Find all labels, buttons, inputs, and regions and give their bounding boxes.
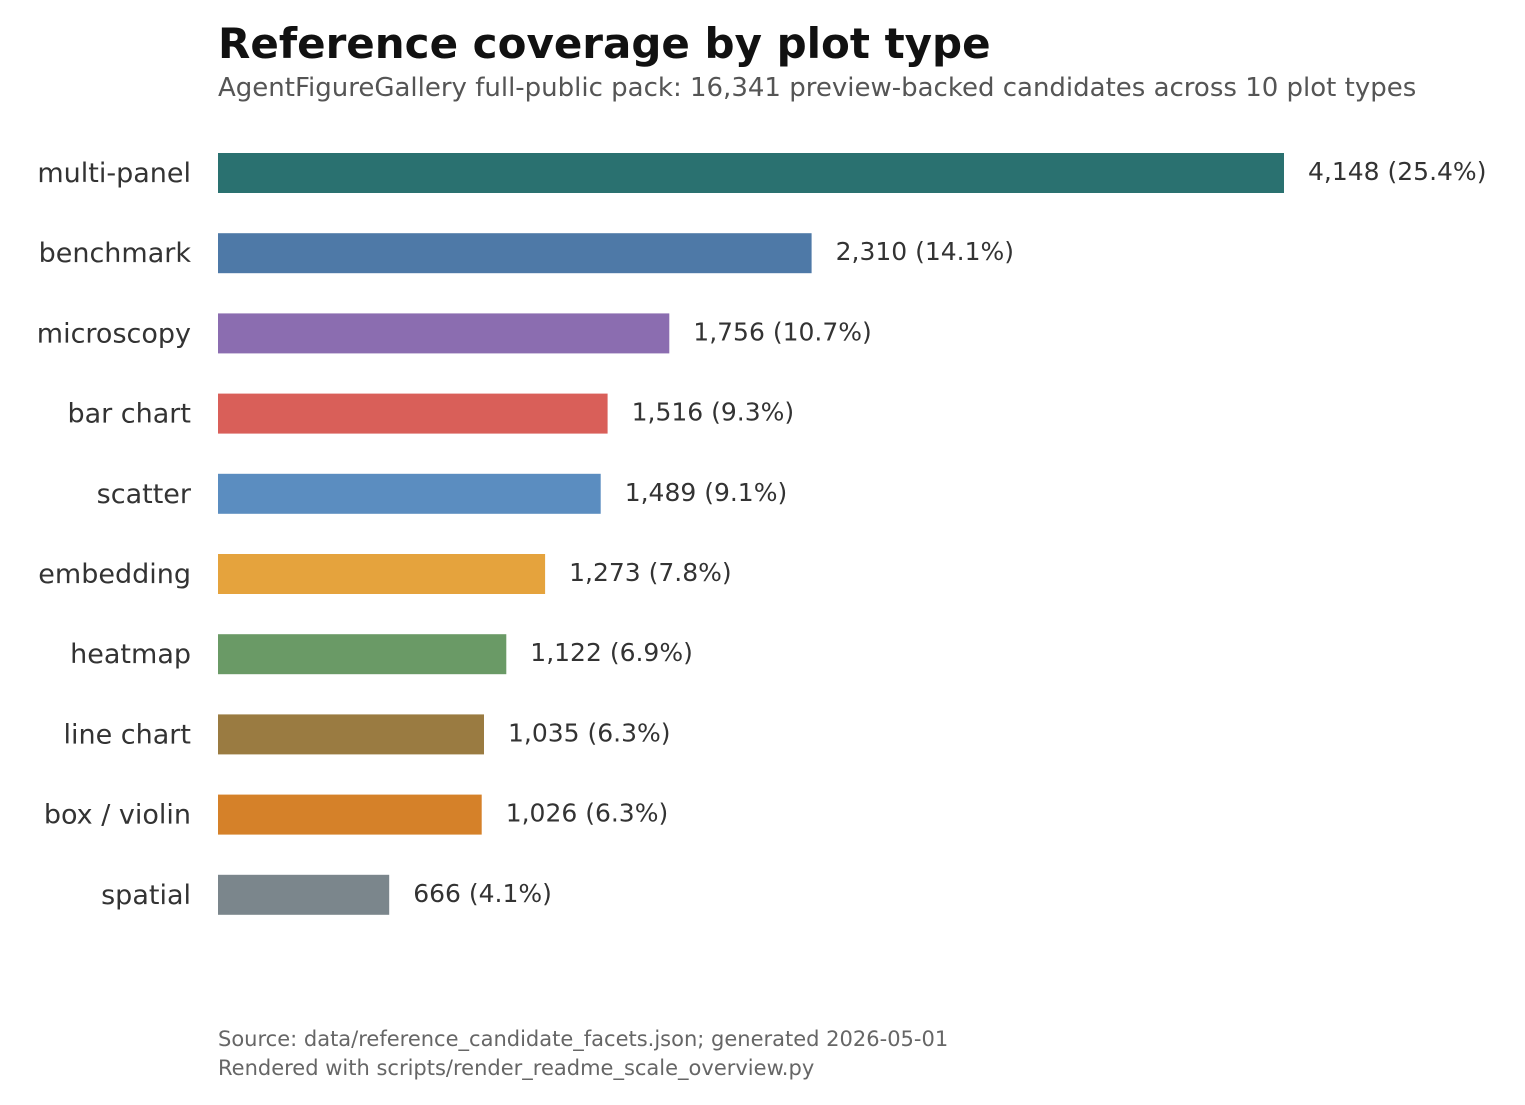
category-label-bar-chart: bar chart (67, 399, 191, 430)
chart-subtitle: AgentFigureGallery full-public pack: 16,… (218, 73, 1417, 103)
category-label-multi-panel: multi-panel (37, 158, 191, 189)
bar-box-violin (218, 794, 482, 835)
bar-bar-chart (218, 393, 608, 434)
bar-embedding (218, 554, 546, 594)
render-note: Rendered with scripts/render_readme_scal… (218, 1056, 815, 1080)
bar-scatter (218, 473, 601, 514)
value-label-heatmap: 1,122 (6.9%) (530, 638, 693, 667)
bar-microscopy (218, 313, 670, 354)
value-label-spatial: 666 (4.1%) (413, 879, 552, 908)
value-label-scatter: 1,489 (9.1%) (625, 478, 788, 507)
value-label-line-chart: 1,035 (6.3%) (508, 718, 671, 747)
bar-line-chart (218, 714, 484, 755)
value-label-embedding: 1,273 (7.8%) (569, 558, 732, 587)
value-label-benchmark: 2,310 (14.1%) (836, 237, 1014, 266)
value-label-box-violin: 1,026 (6.3%) (506, 799, 669, 828)
bar-heatmap (218, 634, 507, 675)
bar-spatial (218, 874, 390, 915)
category-label-embedding: embedding (38, 559, 191, 590)
bar-benchmark (218, 233, 812, 274)
category-label-spatial: spatial (101, 880, 191, 911)
value-label-bar-chart: 1,516 (9.3%) (632, 398, 795, 427)
category-label-benchmark: benchmark (39, 238, 192, 269)
category-label-line-chart: line chart (64, 719, 192, 750)
category-label-heatmap: heatmap (70, 639, 191, 670)
value-label-microscopy: 1,756 (10.7%) (693, 317, 871, 346)
category-label-scatter: scatter (97, 479, 192, 510)
source-note: Source: data/reference_candidate_facets.… (218, 1027, 949, 1051)
chart-title: Reference coverage by plot type (218, 19, 991, 68)
category-label-box-violin: box / violin (44, 800, 191, 831)
category-label-microscopy: microscopy (37, 318, 191, 349)
value-label-multi-panel: 4,148 (25.4%) (1308, 157, 1486, 186)
bar-multi-panel (218, 153, 1284, 193)
